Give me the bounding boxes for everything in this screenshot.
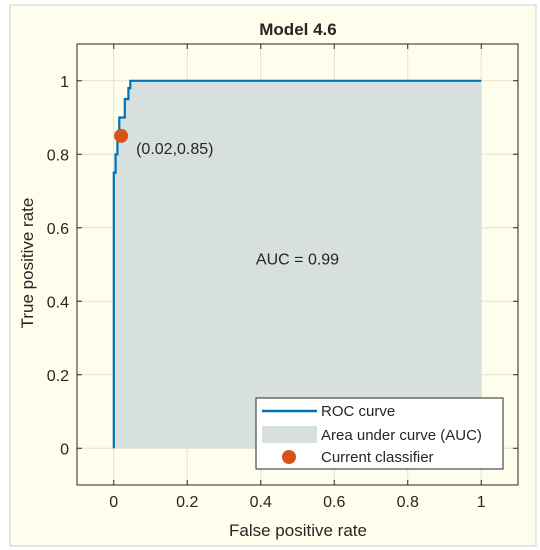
y-tick-label: 0.6 (47, 221, 69, 238)
y-tick-label: 0.2 (47, 368, 69, 385)
y-axis-ticks: 0 0.2 0.4 0.6 0.8 1 (47, 74, 518, 458)
legend-classifier-swatch (282, 450, 296, 464)
auc-area (113, 80, 482, 449)
y-tick-label: 1 (60, 74, 69, 91)
x-axis-ticks: 0 0.2 0.4 0.6 0.8 1 (109, 44, 486, 511)
y-tick-label: 0 (60, 441, 69, 458)
chart-title: Model 4.6 (259, 20, 336, 39)
legend: ROC curve Area under curve (AUC) Current… (255, 397, 504, 470)
plot-frame (76, 43, 519, 486)
auc-annotation: AUC = 0.99 (256, 252, 339, 269)
y-tick-label: 0.8 (47, 147, 69, 164)
legend-area-swatch (262, 426, 317, 443)
x-tick-label: 0.8 (397, 494, 419, 511)
current-classifier-marker (114, 128, 129, 143)
roc-curve (112, 79, 482, 449)
x-tick-label: 0.4 (250, 494, 272, 511)
x-tick-label: 0.2 (176, 494, 198, 511)
x-tick-label: 1 (477, 494, 486, 511)
x-tick-label: 0 (109, 494, 118, 511)
current-classifier-label: (0.02,0.85) (136, 141, 213, 158)
legend-roc-label: ROC curve (321, 403, 395, 420)
y-axis-label: True positive rate (18, 198, 37, 329)
legend-classifier-label: Current classifier (321, 449, 434, 466)
x-axis-label: False positive rate (229, 521, 367, 540)
x-tick-label: 0.6 (323, 494, 345, 511)
legend-area-label: Area under curve (AUC) (321, 427, 482, 444)
y-tick-label: 0.4 (47, 294, 69, 311)
